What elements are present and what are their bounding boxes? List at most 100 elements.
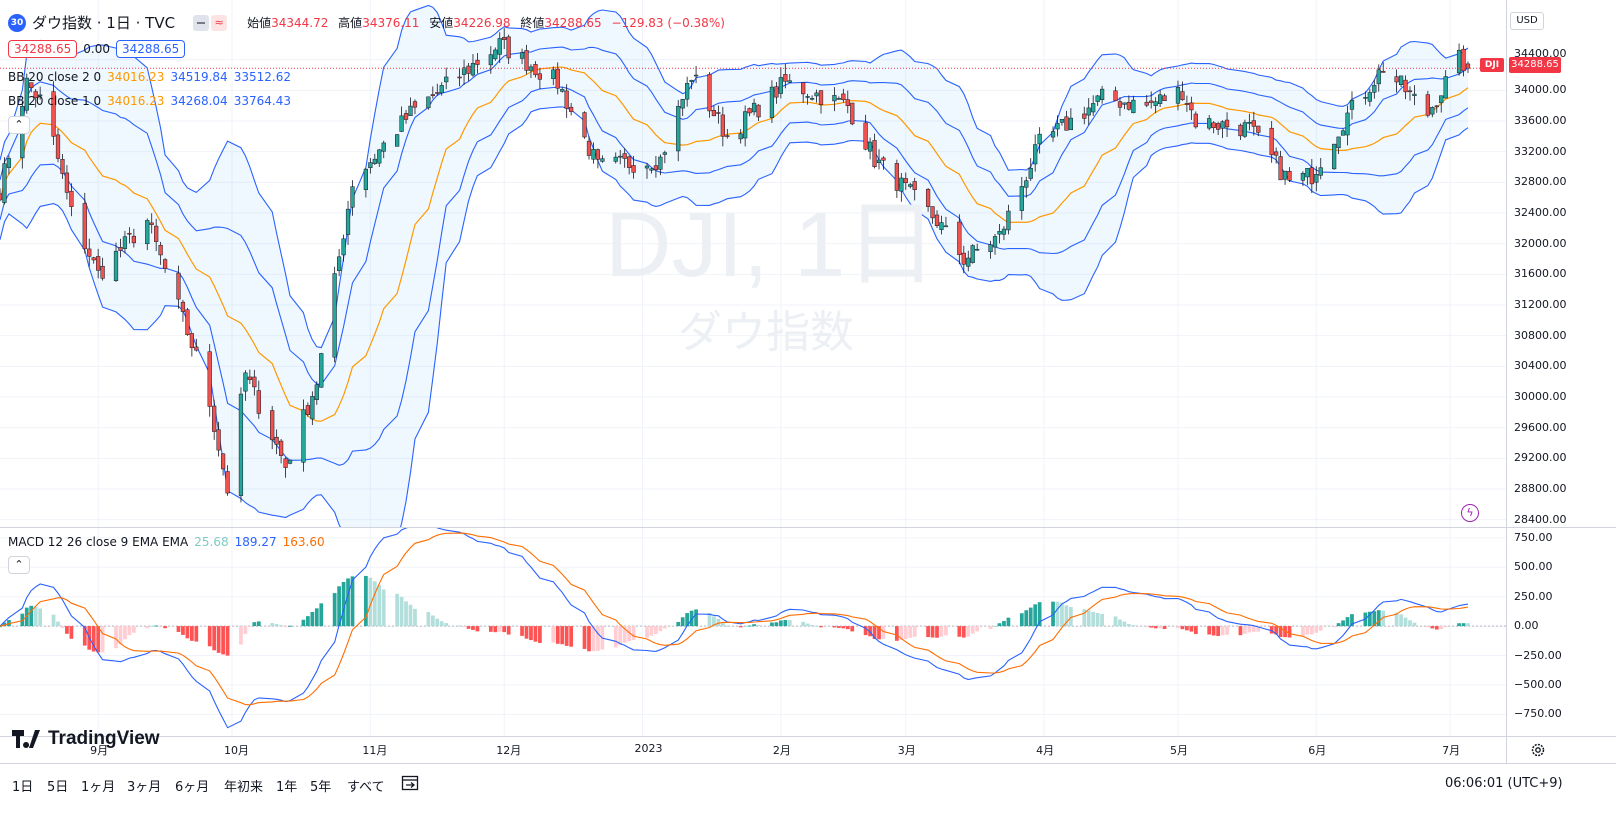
bb1-legend[interactable]: BB 20 close 1 0 34016.23 34268.04 33764.… (8, 94, 291, 108)
macd-label: MACD 12 26 close 9 EMA EMA (8, 535, 189, 549)
candle-body (997, 231, 1002, 235)
macd-histogram-bar (1158, 626, 1162, 629)
pane-separator[interactable] (0, 527, 1616, 528)
tradingview-logo[interactable]: TradingView (12, 728, 160, 750)
price-tick-label: 33600.00 (1514, 114, 1567, 127)
macd-histogram-bar (836, 626, 841, 628)
macd-signal-value: 163.60 (282, 535, 325, 549)
macd-histogram-bar (149, 625, 154, 627)
macd-histogram-bar (680, 617, 685, 627)
sell-button[interactable]: 34288.65 (8, 40, 78, 58)
timeframe-button-2[interactable]: 1ヶ月 (81, 780, 116, 795)
candle-body (716, 112, 721, 114)
price-tick-label: 32800.00 (1514, 175, 1567, 189)
candle-body (1037, 133, 1042, 145)
timeframe-button-3[interactable]: 3ヶ月 (127, 780, 162, 795)
collapse-legend-button[interactable]: ⌃ (8, 116, 30, 134)
price-tick-label: 30000.00 (1514, 390, 1567, 403)
macd-histogram-bar (627, 626, 632, 642)
bb2-legend[interactable]: BB 20 close 2 0 34016.23 34519.84 33512.… (8, 70, 291, 84)
macd-histogram-bar (819, 626, 823, 628)
candle-body (1019, 186, 1024, 211)
macd-histogram-bar (1269, 626, 1274, 634)
macd-pane[interactable] (0, 528, 1506, 736)
timeframe-button-7[interactable]: 5年 (310, 780, 332, 795)
macd-histogram-bar (24, 607, 29, 627)
macd-legend[interactable]: MACD 12 26 close 9 EMA EMA 25.68 189.27 … (8, 535, 325, 549)
candle-body (314, 384, 319, 400)
chevron-up-icon: ⌃ (14, 118, 24, 131)
macd-histogram-bar (1051, 601, 1055, 627)
macd-histogram-bar (560, 626, 565, 645)
macd-histogram-bar (471, 626, 475, 630)
candle-body (377, 149, 382, 164)
candle-body (283, 458, 288, 468)
macd-histogram-bar (1176, 626, 1180, 629)
lightning-icon[interactable]: ϟ (1461, 504, 1479, 522)
macd-histogram-bar (7, 620, 11, 627)
timeframe-button-0[interactable]: 1日 (12, 780, 34, 795)
bb1-lower: 33764.43 (233, 94, 291, 108)
macd-histogram-bar (1220, 626, 1225, 636)
candle-body (55, 134, 61, 159)
candle-body (149, 222, 154, 225)
candle-body (345, 208, 351, 235)
ohlc-values: 始値34344.72 高値34376.11 安値34226.98 終値34288… (247, 14, 725, 31)
date-range-icon[interactable] (400, 773, 420, 793)
macd-histogram-bar (506, 626, 511, 635)
collapse-macd-legend-button[interactable]: ⌃ (8, 556, 30, 574)
candle-body (1238, 124, 1243, 137)
candle-body (350, 186, 355, 208)
macd-histogram-bar (1376, 610, 1381, 627)
candle-body (470, 63, 476, 76)
macd-histogram-bar (872, 626, 877, 639)
timeframe-button-5[interactable]: 年初来 (224, 780, 264, 795)
macd-histogram-bar (939, 626, 944, 637)
visibility-toggle[interactable]: ≈ (193, 14, 228, 31)
candle-body (439, 85, 444, 94)
candle-body (975, 248, 980, 251)
candle-body (912, 181, 917, 190)
timeframe-button-4[interactable]: 6ヶ月 (175, 780, 210, 795)
macd-histogram-bar (216, 626, 221, 653)
calendar-arrow-icon (401, 775, 419, 791)
candle-body (319, 353, 324, 388)
price-tick-label: 31200.00 (1514, 298, 1567, 311)
macd-histogram-bar (1247, 626, 1252, 633)
macd-histogram-bar (720, 622, 725, 627)
clock-label[interactable]: 06:06:01 (UTC+9) (1445, 776, 1563, 791)
candle-body (1439, 95, 1444, 104)
macd-histogram-bar (1243, 626, 1247, 634)
timeframe-button-6[interactable]: 1年 (276, 780, 298, 795)
bollinger-band-fill (0, 5, 1468, 527)
candle-body (1207, 118, 1212, 129)
macd-tick-label: 750.00 (1514, 530, 1553, 544)
candle-body (1256, 125, 1261, 133)
macd-histogram-bar (676, 621, 681, 627)
candle-body (1006, 210, 1011, 231)
candle-body (1314, 174, 1319, 183)
candle-body (1456, 49, 1462, 74)
macd-histogram-bar (707, 612, 712, 627)
buy-button[interactable]: 34288.65 (115, 40, 186, 58)
currency-button[interactable]: USD (1510, 12, 1544, 30)
candle-body (1372, 84, 1377, 93)
candle-body (243, 372, 248, 392)
wave-icon[interactable]: ≈ (211, 14, 228, 31)
macd-histogram-bar (1064, 605, 1069, 627)
candle-body (591, 148, 596, 160)
symbol-title[interactable]: ダウ指数 · 1日 · TVC (32, 14, 176, 32)
price-pane[interactable] (0, 0, 1506, 527)
candle-body (662, 152, 667, 155)
timeframe-button-1[interactable]: 5日 (47, 780, 69, 795)
macd-histogram-bar (770, 622, 774, 627)
macd-histogram-bar (877, 626, 881, 640)
settings-gear-icon[interactable] (1530, 742, 1546, 758)
macd-histogram-bar (1345, 617, 1350, 627)
candle-body (1126, 101, 1132, 110)
macd-histogram-bar (975, 626, 980, 632)
timeframe-button-8[interactable]: すべて (347, 780, 385, 795)
candle-body (435, 92, 440, 94)
candle-body (930, 206, 935, 219)
eye-icon[interactable] (193, 14, 210, 31)
